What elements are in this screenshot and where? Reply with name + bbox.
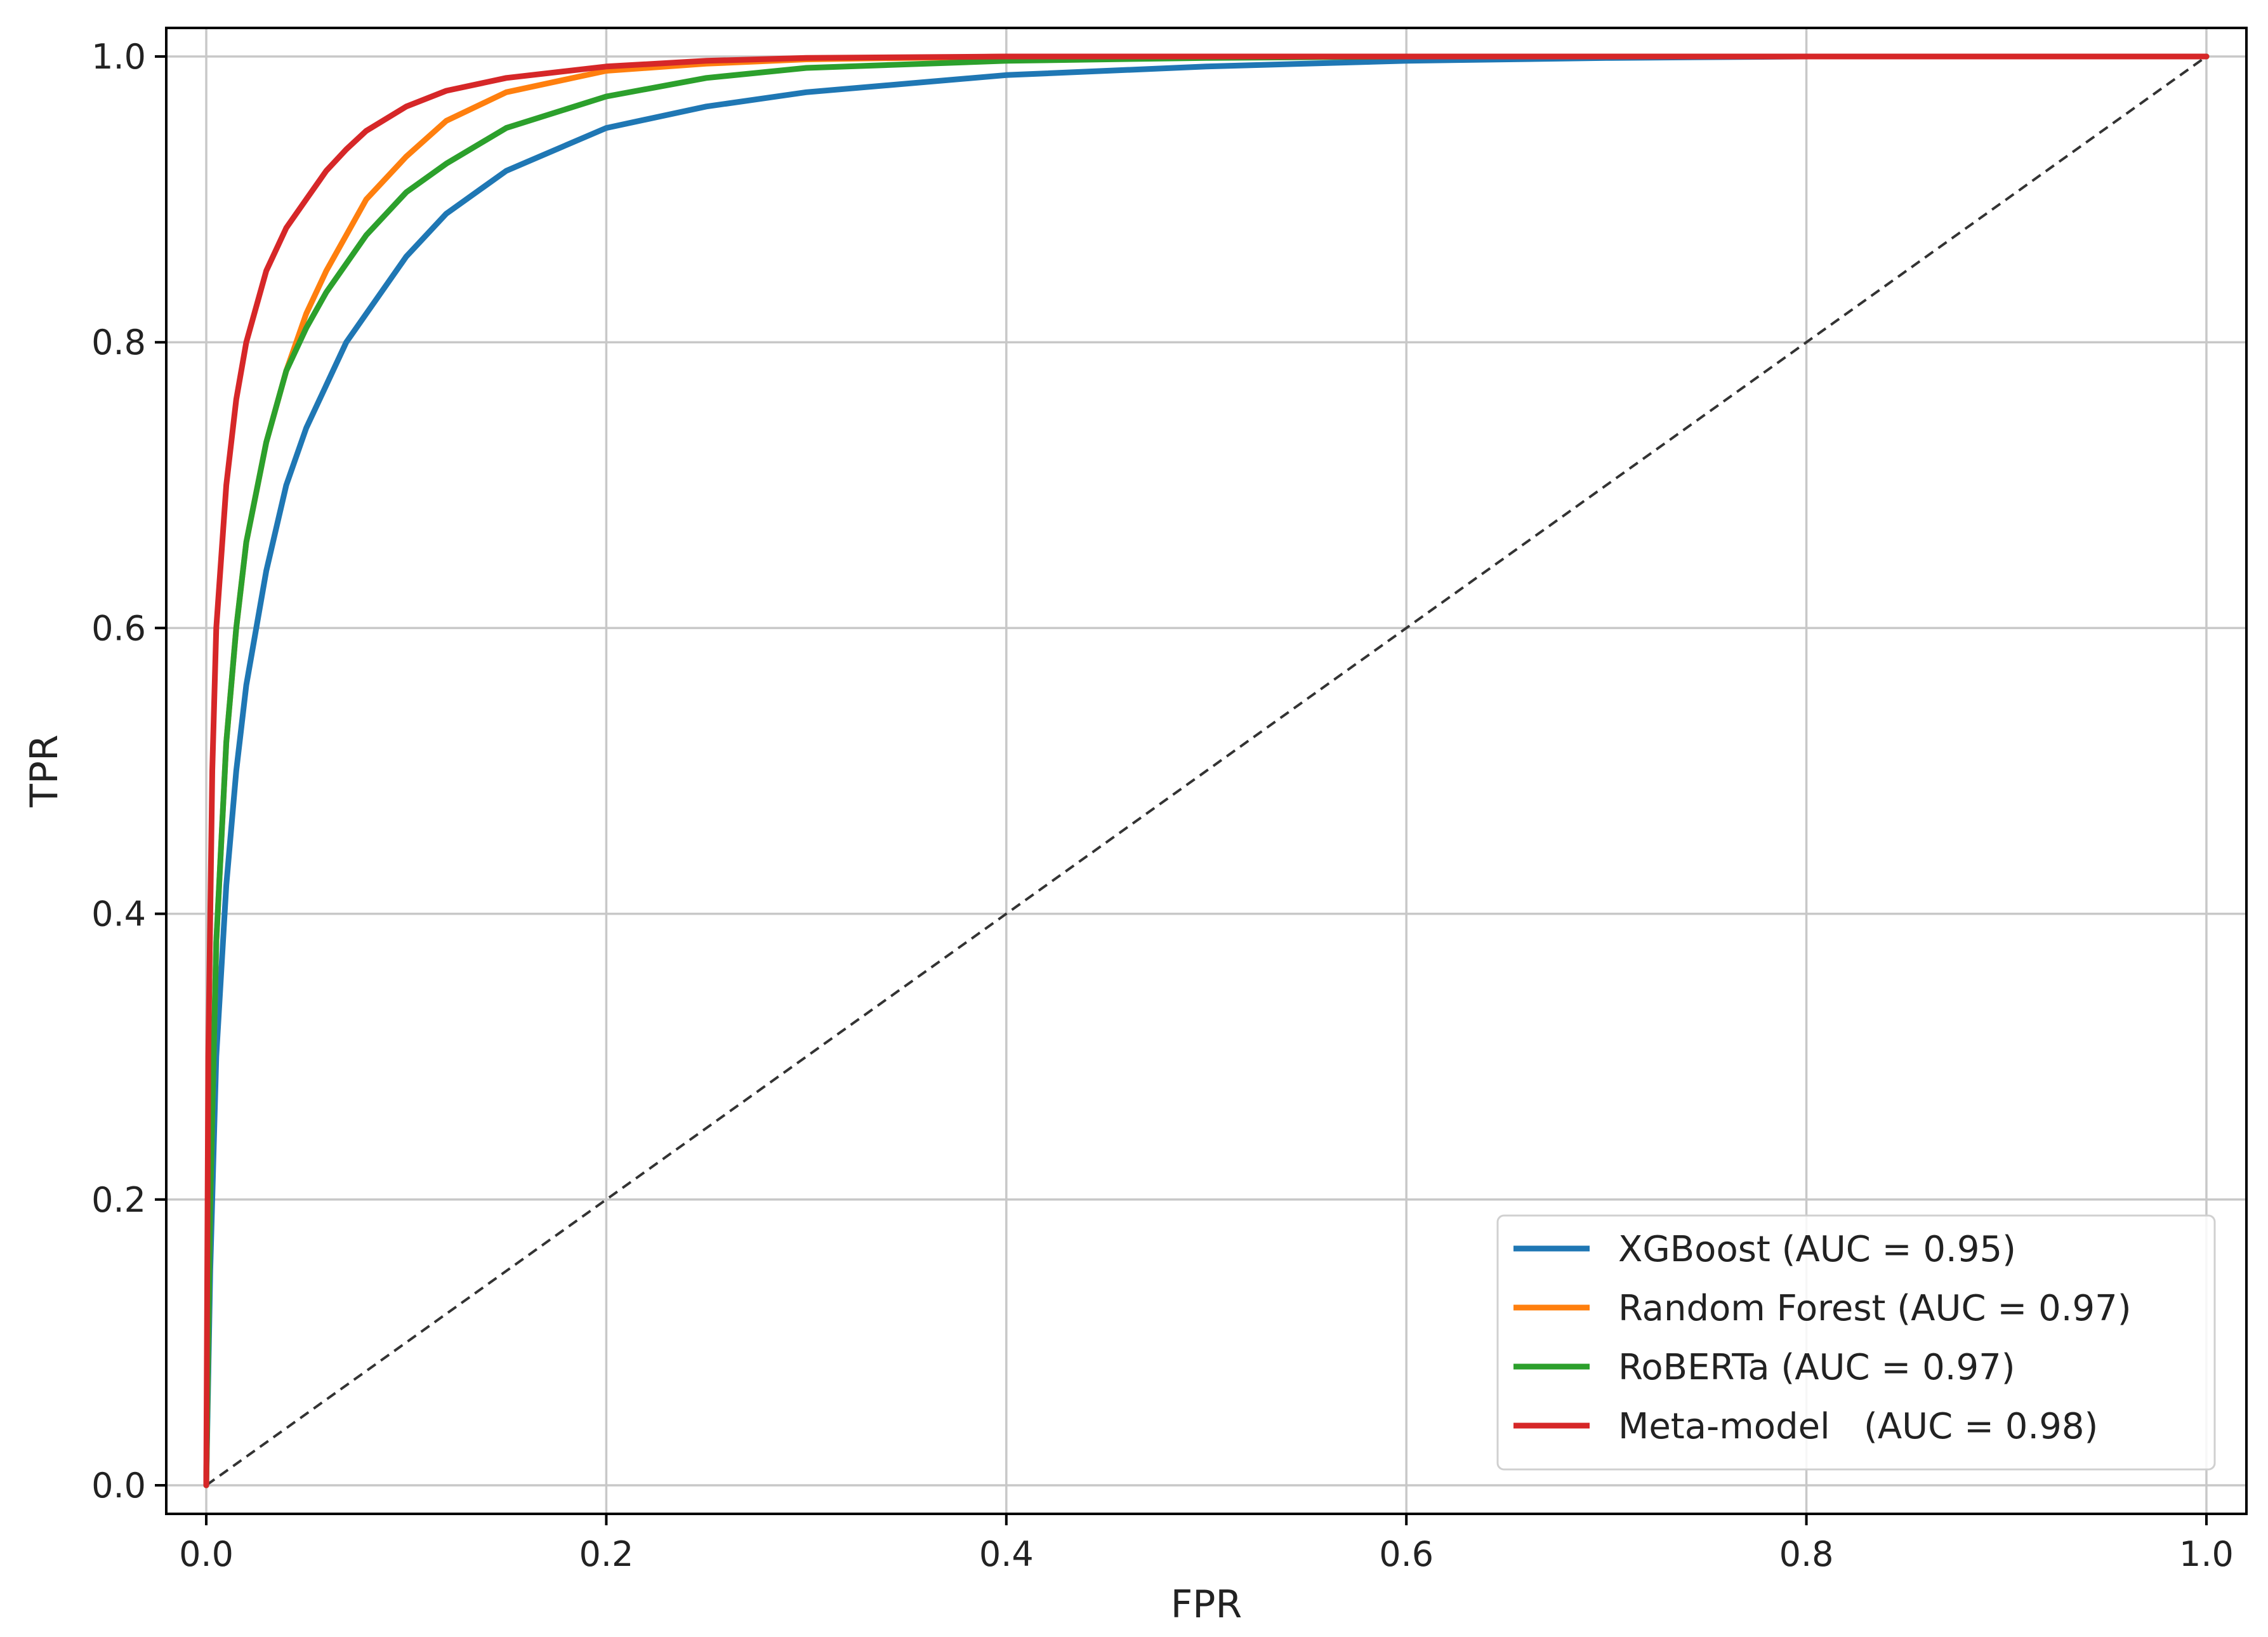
series-line-1 [203,53,2210,1488]
series-line-4 [203,53,2210,1488]
legend: XGBoost (AUC = 0.95) Random Forest (AUC =… [1496,1214,2216,1471]
y-tick-label: 0.8 [91,322,146,362]
series-layer [203,53,2210,1488]
y-tick-label: 0.4 [91,894,146,934]
reference-line-layer [205,55,2208,1487]
y-axis-label: TPR [22,734,67,808]
grid [166,28,2246,1514]
y-tick-label: 0.2 [91,1180,146,1220]
x-tick-label: 0.0 [179,1534,234,1574]
legend-box [1496,1214,2216,1471]
legend-label: Meta-model (AUC = 0.98) [1618,1406,2098,1447]
ticks: 0.0 0.2 0.4 0.6 0.8 1.0 0.0 0.2 0.4 0.6 0.8 1.0 [91,37,2234,1574]
series-line-3 [203,53,2210,1488]
y-tick-label: 0.6 [91,608,146,648]
legend-label: Random Forest (AUC = 0.97) [1618,1288,2132,1329]
x-tick-label: 0.2 [579,1534,633,1574]
legend-label: XGBoost (AUC = 0.95) [1618,1229,2016,1270]
x-tick-label: 0.6 [1379,1534,1434,1574]
x-tick-label: 1.0 [2179,1534,2234,1574]
chance-reference-line [205,55,2208,1487]
legend-label: RoBERTa (AUC = 0.97) [1618,1347,2015,1388]
y-tick-label: 1.0 [91,37,146,77]
plot-frame [165,27,2248,1515]
x-axis-label: FPR [1171,1582,1242,1627]
x-tick-label: 0.4 [979,1534,1034,1574]
x-tick-label: 0.8 [1779,1534,1834,1574]
y-tick-label: 0.0 [91,1466,146,1506]
